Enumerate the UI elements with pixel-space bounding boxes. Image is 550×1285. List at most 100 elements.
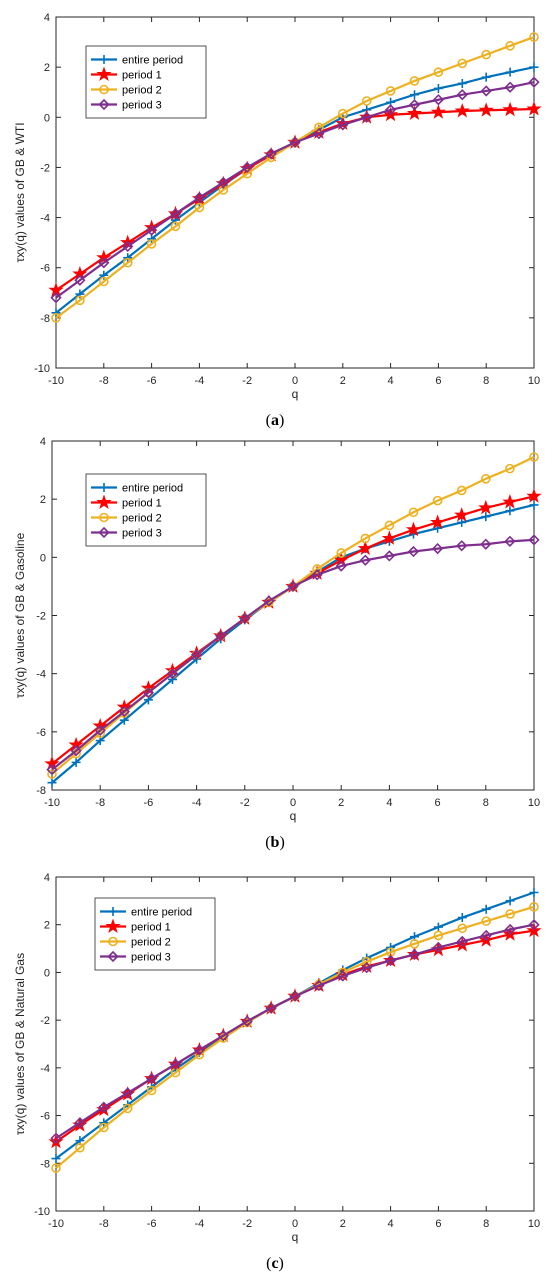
x-tick-label: 4	[388, 1218, 394, 1230]
legend-box	[85, 45, 207, 119]
series-period-3	[50, 76, 540, 304]
data-point	[480, 474, 491, 484]
legend-swatch-marker	[108, 907, 118, 916]
x-tick-label: -10	[48, 375, 64, 387]
data-point	[504, 535, 516, 547]
y-tick-label: 2	[40, 494, 46, 506]
x-tick-label: -6	[147, 1218, 157, 1230]
data-point	[384, 520, 395, 531]
data-point	[217, 176, 229, 189]
y-tick-label: -2	[36, 611, 46, 623]
x-axis-label: q	[292, 1230, 299, 1244]
data-point	[505, 41, 515, 51]
legend-label: period 3	[122, 100, 162, 112]
series-line	[55, 923, 535, 1140]
data-point	[478, 499, 494, 515]
y-tick-label: -4	[40, 1063, 50, 1075]
data-point	[359, 554, 371, 566]
data-point	[361, 962, 373, 974]
y-tick-label: -8	[40, 1158, 50, 1170]
legend-swatch-marker	[96, 494, 112, 509]
data-point	[505, 67, 515, 77]
data-point	[407, 545, 420, 558]
legend: entire period period 1 period 2 period 3	[94, 897, 216, 971]
data-point	[70, 745, 82, 757]
data-point	[361, 956, 372, 967]
legend-swatch-marker	[99, 512, 109, 523]
data-point	[289, 136, 301, 148]
legend-swatch-marker	[99, 84, 109, 95]
data-point	[409, 939, 420, 949]
y-tick-label: -6	[40, 263, 50, 275]
legend-item: period 1	[91, 66, 162, 82]
y-tick-label: -10	[34, 1206, 50, 1218]
data-point	[335, 115, 351, 131]
data-point	[265, 1002, 277, 1014]
data-point	[433, 83, 443, 93]
data-point	[361, 111, 373, 123]
data-point	[456, 540, 468, 552]
y-axis-label: τxy(q) values of GB & Gasoline	[13, 532, 27, 698]
legend-label: period 1	[131, 922, 171, 934]
x-tick-label: 8	[483, 375, 489, 387]
data-point	[456, 485, 467, 496]
data-point	[481, 49, 492, 60]
data-point	[456, 89, 468, 101]
legend-item: period 2	[100, 937, 171, 949]
data-point	[75, 295, 85, 306]
y-tick-label: -10	[34, 363, 50, 375]
data-point	[44, 755, 60, 771]
data-point	[456, 935, 468, 948]
data-point	[337, 119, 349, 131]
legend-swatch-marker	[105, 918, 121, 933]
panel-caption-letter: c	[271, 1255, 278, 1272]
legend-swatch-marker	[98, 526, 110, 539]
data-point	[50, 292, 62, 304]
data-point	[146, 239, 157, 249]
data-point	[333, 552, 349, 567]
data-point	[265, 148, 277, 160]
panel-caption: (b)	[265, 834, 285, 851]
y-tick-label: -4	[36, 669, 46, 681]
panel-caption: (a)	[266, 412, 285, 429]
x-tick-label: 2	[340, 375, 346, 387]
x-tick-label: 6	[435, 1218, 441, 1230]
data-point	[46, 764, 58, 776]
legend-label: entire period	[131, 907, 192, 919]
legend-swatch-marker	[96, 66, 112, 81]
x-tick-label: 10	[528, 1218, 540, 1230]
data-point	[528, 534, 540, 546]
data-point	[457, 58, 468, 69]
panel-caption-letter: b	[271, 834, 280, 851]
data-point	[408, 99, 421, 111]
x-tick-label: 6	[435, 797, 441, 809]
x-tick-label: -4	[195, 1218, 205, 1230]
data-point	[360, 533, 371, 544]
x-tick-label: -2	[242, 375, 252, 387]
data-point	[529, 500, 539, 510]
legend-item: period 1	[91, 494, 162, 510]
data-point	[336, 548, 347, 558]
data-point	[337, 108, 348, 119]
data-point	[528, 919, 540, 931]
panel-caption: (c)	[266, 1255, 284, 1272]
y-tick-label: 0	[44, 967, 50, 979]
data-point	[385, 86, 396, 96]
y-tick-label: 0	[40, 552, 46, 564]
data-point	[99, 1122, 109, 1133]
x-tick-label: 8	[483, 1218, 489, 1230]
chart-panel-c: -10 -8 -6 -4 -2 0 2 4 6 8 10 -10 -8 -6 -4 -2 0 2 4 q τxy(q) …	[13, 872, 542, 1272]
data-point	[145, 1072, 158, 1085]
x-tick-label: 0	[292, 375, 298, 387]
data-point	[170, 221, 181, 232]
legend-label: period 1	[122, 498, 162, 510]
y-tick-label: 2	[44, 920, 50, 932]
data-point	[71, 757, 81, 767]
data-point	[526, 488, 542, 503]
panel-caption-letter: a	[271, 412, 279, 429]
data-point	[383, 550, 396, 562]
x-tick-label: 4	[386, 797, 392, 809]
data-point	[287, 580, 299, 593]
chart-panel-a: -10 -8 -6 -4 -2 0 2 4 6 8 10 -10 -8 -6 -4 -2 0 2 4 q τxy(q) …	[13, 12, 542, 429]
